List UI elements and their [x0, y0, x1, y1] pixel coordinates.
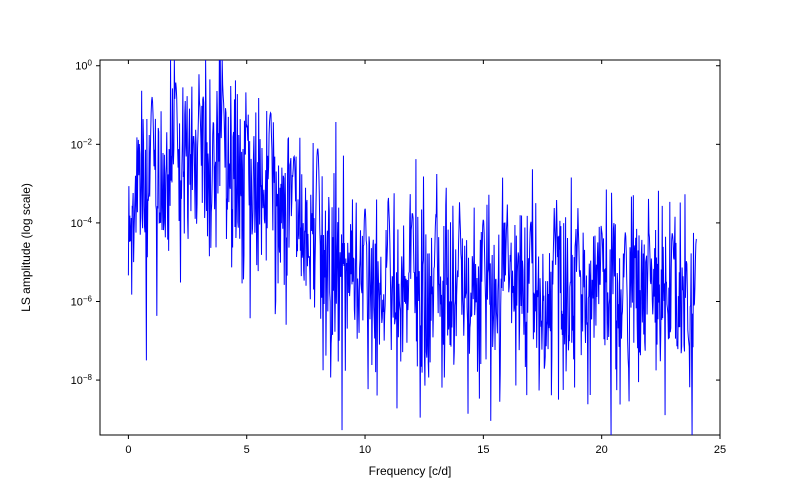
xtick-label: 5 — [244, 444, 250, 456]
xtick-label: 25 — [714, 444, 726, 456]
y-axis-label: LS amplitude (log scale) — [19, 183, 33, 312]
xtick-label: 10 — [359, 444, 371, 456]
xtick-label: 0 — [125, 444, 131, 456]
x-axis-label: Frequency [c/d] — [369, 464, 452, 478]
periodogram-chart: 051015202510−810−610−410−2100Frequency [… — [0, 0, 800, 500]
xtick-label: 15 — [477, 444, 489, 456]
xtick-label: 20 — [596, 444, 608, 456]
